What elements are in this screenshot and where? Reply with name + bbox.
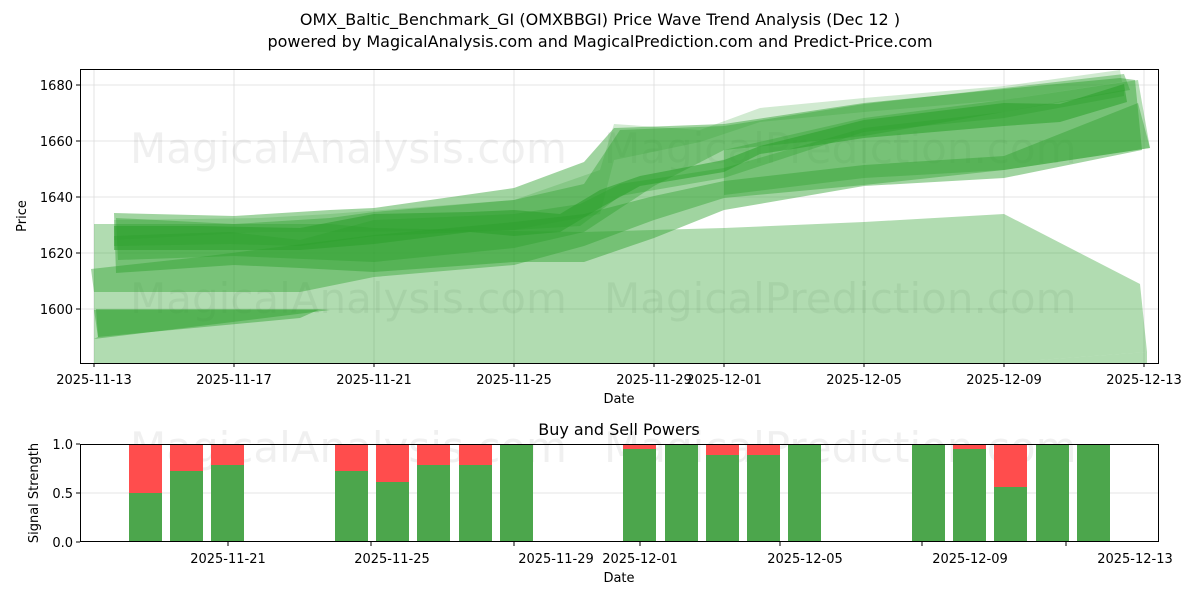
x-tick-label: 2025-12-09	[966, 373, 1042, 388]
y-tick-label: 1680	[40, 79, 73, 94]
x-tick-label: 2025-11-25	[476, 373, 552, 388]
signal-y-axis-label: Signal Strength	[27, 443, 42, 543]
watermark-analysis: MagicalAnalysis.com	[130, 274, 567, 323]
price-y-tick-labels: 1680 1660 1640 1620 1600	[40, 79, 73, 318]
signal-chart: Buy and Sell Powers MagicalAnalysis.com …	[27, 420, 1173, 586]
wave-bands	[91, 70, 1150, 363]
watermark-prediction: MagicalPrediction.com	[604, 274, 1077, 323]
y-tick-label: 1640	[40, 191, 73, 206]
x-tick-label: 2025-12-05	[767, 552, 843, 567]
x-tick-label: 2025-12-09	[932, 552, 1008, 567]
price-grid	[80, 69, 1159, 363]
y-tick-label: 1620	[40, 247, 73, 262]
signal-x-ticks	[227, 542, 1067, 546]
signal-y-tick-labels: 1.0 0.5 0.0	[52, 438, 73, 551]
x-tick-label: 2025-12-13	[1106, 373, 1182, 388]
y-tick-label: 1.0	[52, 438, 73, 453]
price-chart: MagicalAnalysis.com MagicalPrediction.co…	[15, 69, 1182, 407]
y-tick-label: 0.5	[52, 487, 73, 502]
price-x-axis-label: Date	[603, 392, 634, 407]
x-tick-label: 2025-11-25	[354, 552, 430, 567]
x-tick-label: 2025-11-29	[518, 552, 594, 567]
x-tick-label: 2025-11-21	[190, 552, 266, 567]
chart-title: OMX_Baltic_Benchmark_GI (OMXBBGI) Price …	[299, 10, 901, 29]
price-axes-frame	[80, 69, 1159, 364]
x-tick-label: 2025-11-13	[56, 373, 132, 388]
signal-y-ticks	[76, 443, 80, 543]
y-tick-label: 0.0	[52, 536, 73, 551]
x-tick-label: 2025-12-13	[1097, 552, 1173, 567]
price-x-tick-labels: 2025-11-13 2025-11-17 2025-11-21 2025-11…	[56, 373, 1182, 388]
x-tick-label: 2025-12-05	[826, 373, 902, 388]
y-tick-label: 1600	[40, 303, 73, 318]
x-tick-label: 2025-11-21	[336, 373, 412, 388]
x-tick-label: 2025-11-17	[196, 373, 272, 388]
signal-chart-title: Buy and Sell Powers	[538, 420, 700, 439]
x-tick-label: 2025-11-29	[616, 373, 692, 388]
x-tick-label: 2025-12-01	[686, 373, 762, 388]
watermark-analysis: MagicalAnalysis.com	[130, 124, 567, 173]
signal-x-axis-label: Date	[603, 571, 634, 586]
watermarks: MagicalAnalysis.com MagicalPrediction.co…	[130, 124, 1077, 323]
x-tick-label: 2025-12-01	[602, 552, 678, 567]
price-y-ticks	[76, 84, 80, 310]
signal-axes-frame	[80, 444, 1159, 542]
price-x-ticks	[93, 363, 1145, 367]
signal-x-tick-labels: 2025-11-21 2025-11-25 2025-11-29 2025-12…	[190, 552, 1173, 567]
chart-subtitle: powered by MagicalAnalysis.com and Magic…	[267, 32, 933, 51]
signal-bars	[129, 444, 1110, 542]
y-tick-label: 1660	[40, 135, 73, 150]
price-y-axis-label: Price	[15, 200, 30, 232]
